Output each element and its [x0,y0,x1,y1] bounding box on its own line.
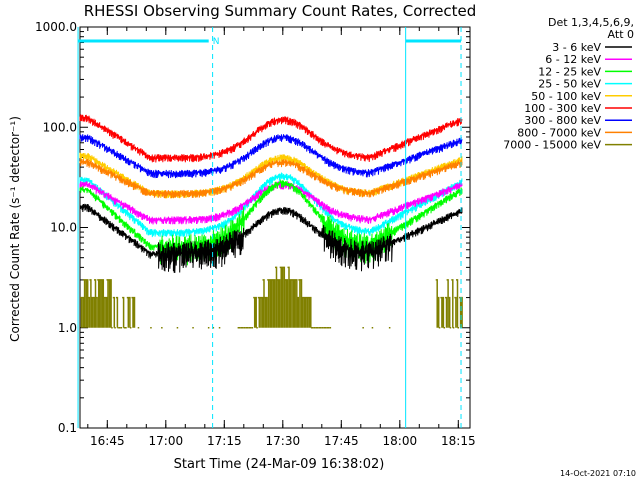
legend-label: 300 - 800 keV [524,114,601,127]
legend-label: 3 - 6 keV [552,41,601,54]
x-tick-label: 17:30 [266,434,301,448]
y-tick-label: 10.0 [50,221,77,235]
legend-label: 800 - 7000 keV [517,126,601,139]
chart-title: RHESSI Observing Summary Count Rates, Co… [84,2,477,20]
y-tick-label: 100.0 [43,120,77,134]
series-line-6 [79,134,463,179]
legend-header-line-2: Att 0 [608,28,634,41]
legend-label: 25 - 50 keV [538,78,601,91]
x-tick-label: 17:00 [149,434,184,448]
legend-label: 100 - 300 keV [524,102,601,115]
plot-frame [79,26,471,429]
y-tick-label: 1000.0 [35,20,77,34]
legend-label: 12 - 25 keV [538,65,601,78]
plot-area: 0.1 1.0 10.0 100.0 1000.0 16:45 17:00 17:15 17:3… [35,20,476,448]
x-tick-label: 17:15 [207,434,242,448]
y-tick-label: 0.1 [58,421,77,435]
series-line-0 [79,203,463,274]
saa-label: N [213,37,220,47]
x-tick-label: 18:00 [383,434,418,448]
series-line-5 [79,114,463,163]
series-line-3 [79,172,463,238]
x-tick-label: 16:45 [90,434,125,448]
x-tick-label: 18:15 [441,434,476,448]
footer-timestamp: 14-Oct-2021 07:10 [560,469,636,478]
x-axis-label: Start Time (24-Mar-09 16:38:02) [174,457,385,472]
series-line-2 [79,179,463,266]
series-line-8 [80,266,463,329]
legend-label: 7000 - 15000 keV [503,139,601,152]
series-line-7 [79,158,463,199]
y-tick-label: 1.0 [58,321,77,335]
legend-header-line-1: Det 1,3,4,5,6,9, [548,16,634,29]
legend-label: 50 - 100 keV [531,90,601,103]
y-axis-label: Corrected Count Rate (s⁻¹ detector⁻¹) [8,116,22,342]
x-tick-label: 17:45 [324,434,359,448]
legend-label: 6 - 12 keV [545,53,601,66]
